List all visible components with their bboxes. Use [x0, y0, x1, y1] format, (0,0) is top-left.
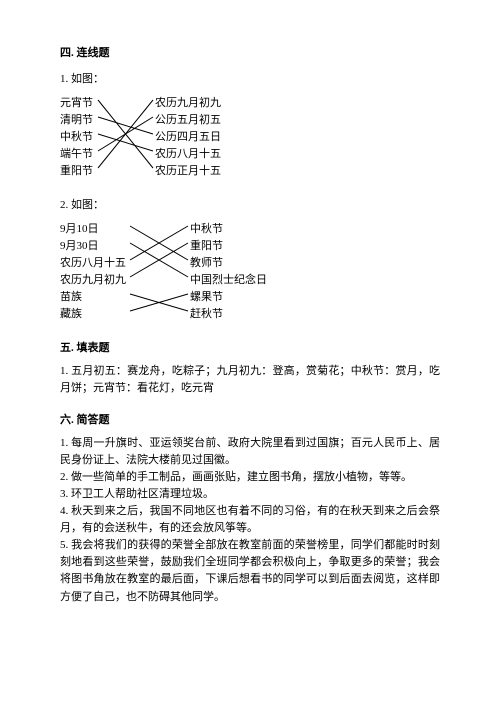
section6-a5: 5. 我会将我们的获得的荣誉全部放在教室前面的荣誉榜里，同学们都能时时刻刻地看到… [60, 537, 440, 605]
match-box-2: 9月10日9月30日农历八月十五农历九月初九苗族藏族中秋节重阳节教师节中国烈士纪… [60, 220, 290, 325]
section6-answers: 1. 每周一升旗时、亚运领奖台前、政府大院里看到过国旗；百元人民币上、居民身份证… [60, 435, 440, 605]
match-box-1: 元宵节清明节中秋节端午节重阳节农历九月初九公历五月初五公历四月五日农历八月十五农… [60, 94, 270, 184]
match-lines [60, 220, 290, 325]
section6-a1: 1. 每周一升旗时、亚运领奖台前、政府大院里看到过国旗；百元人民币上、居民身份证… [60, 435, 440, 469]
section6-a3: 3. 环卫工人帮助社区清理垃圾。 [60, 486, 440, 503]
section6-a4: 4. 秋天到来之后，我国不同地区也有着不同的习俗，有的在秋天到来之后会祭月，有的… [60, 503, 440, 537]
q1-label: 1. 如图： [60, 70, 440, 86]
q2-label: 2. 如图： [60, 196, 440, 212]
section5-a1: 1. 五月初五：赛龙舟，吃粽子；九月初九：登高，赏菊花；中秋节：赏月，吃月饼；元… [60, 363, 440, 397]
section6-title: 六. 简答题 [60, 411, 440, 427]
section5-title: 五. 填表题 [60, 339, 440, 355]
section6-a2: 2. 做一些简单的手工制品，画画张贴，建立图书角，摆放小植物，等等。 [60, 469, 440, 486]
match-lines [60, 94, 270, 184]
section4-title: 四. 连线题 [60, 44, 440, 60]
